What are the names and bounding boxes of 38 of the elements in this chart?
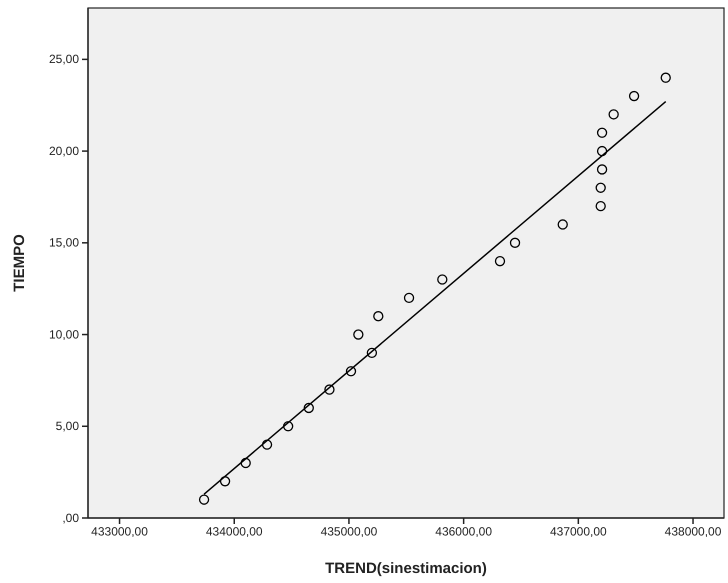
y-axis-title: TIEMPO	[11, 234, 28, 292]
y-tick-label: ,00	[62, 510, 80, 525]
y-tick-label: 5,00	[56, 419, 80, 434]
point	[596, 200, 606, 212]
point	[510, 238, 520, 248]
x-tick-label: 436000,00	[435, 524, 492, 539]
point	[596, 164, 608, 175]
point	[304, 402, 314, 414]
x-axis-title: TREND(sinestimacion)	[325, 560, 487, 577]
point	[282, 421, 294, 432]
point	[558, 219, 568, 230]
x-tick-label: 435000,00	[320, 524, 378, 539]
x-tick-label: 437000,00	[550, 524, 608, 539]
point	[596, 146, 608, 156]
point	[596, 182, 606, 193]
point	[373, 311, 384, 322]
point	[220, 476, 230, 486]
x-tick-label: 434000,00	[206, 524, 263, 539]
point	[366, 348, 378, 358]
point	[324, 384, 335, 395]
x-tick-label: 433000,00	[91, 524, 148, 539]
point	[198, 494, 210, 505]
point	[494, 256, 506, 266]
y-tick-label: 20,00	[48, 144, 80, 158]
point	[240, 458, 251, 468]
point	[628, 90, 640, 102]
point	[346, 366, 356, 376]
point	[437, 274, 448, 285]
point	[404, 292, 414, 304]
y-tick-label: 15,00	[48, 236, 80, 250]
y-tick-label: 10,00	[48, 327, 80, 342]
y-tick-label: 25,00	[48, 52, 80, 66]
point	[596, 128, 608, 138]
point	[608, 109, 619, 120]
x-tick-label: 438000,00	[664, 524, 722, 539]
point	[262, 439, 272, 450]
point	[660, 72, 671, 83]
point	[353, 329, 364, 340]
